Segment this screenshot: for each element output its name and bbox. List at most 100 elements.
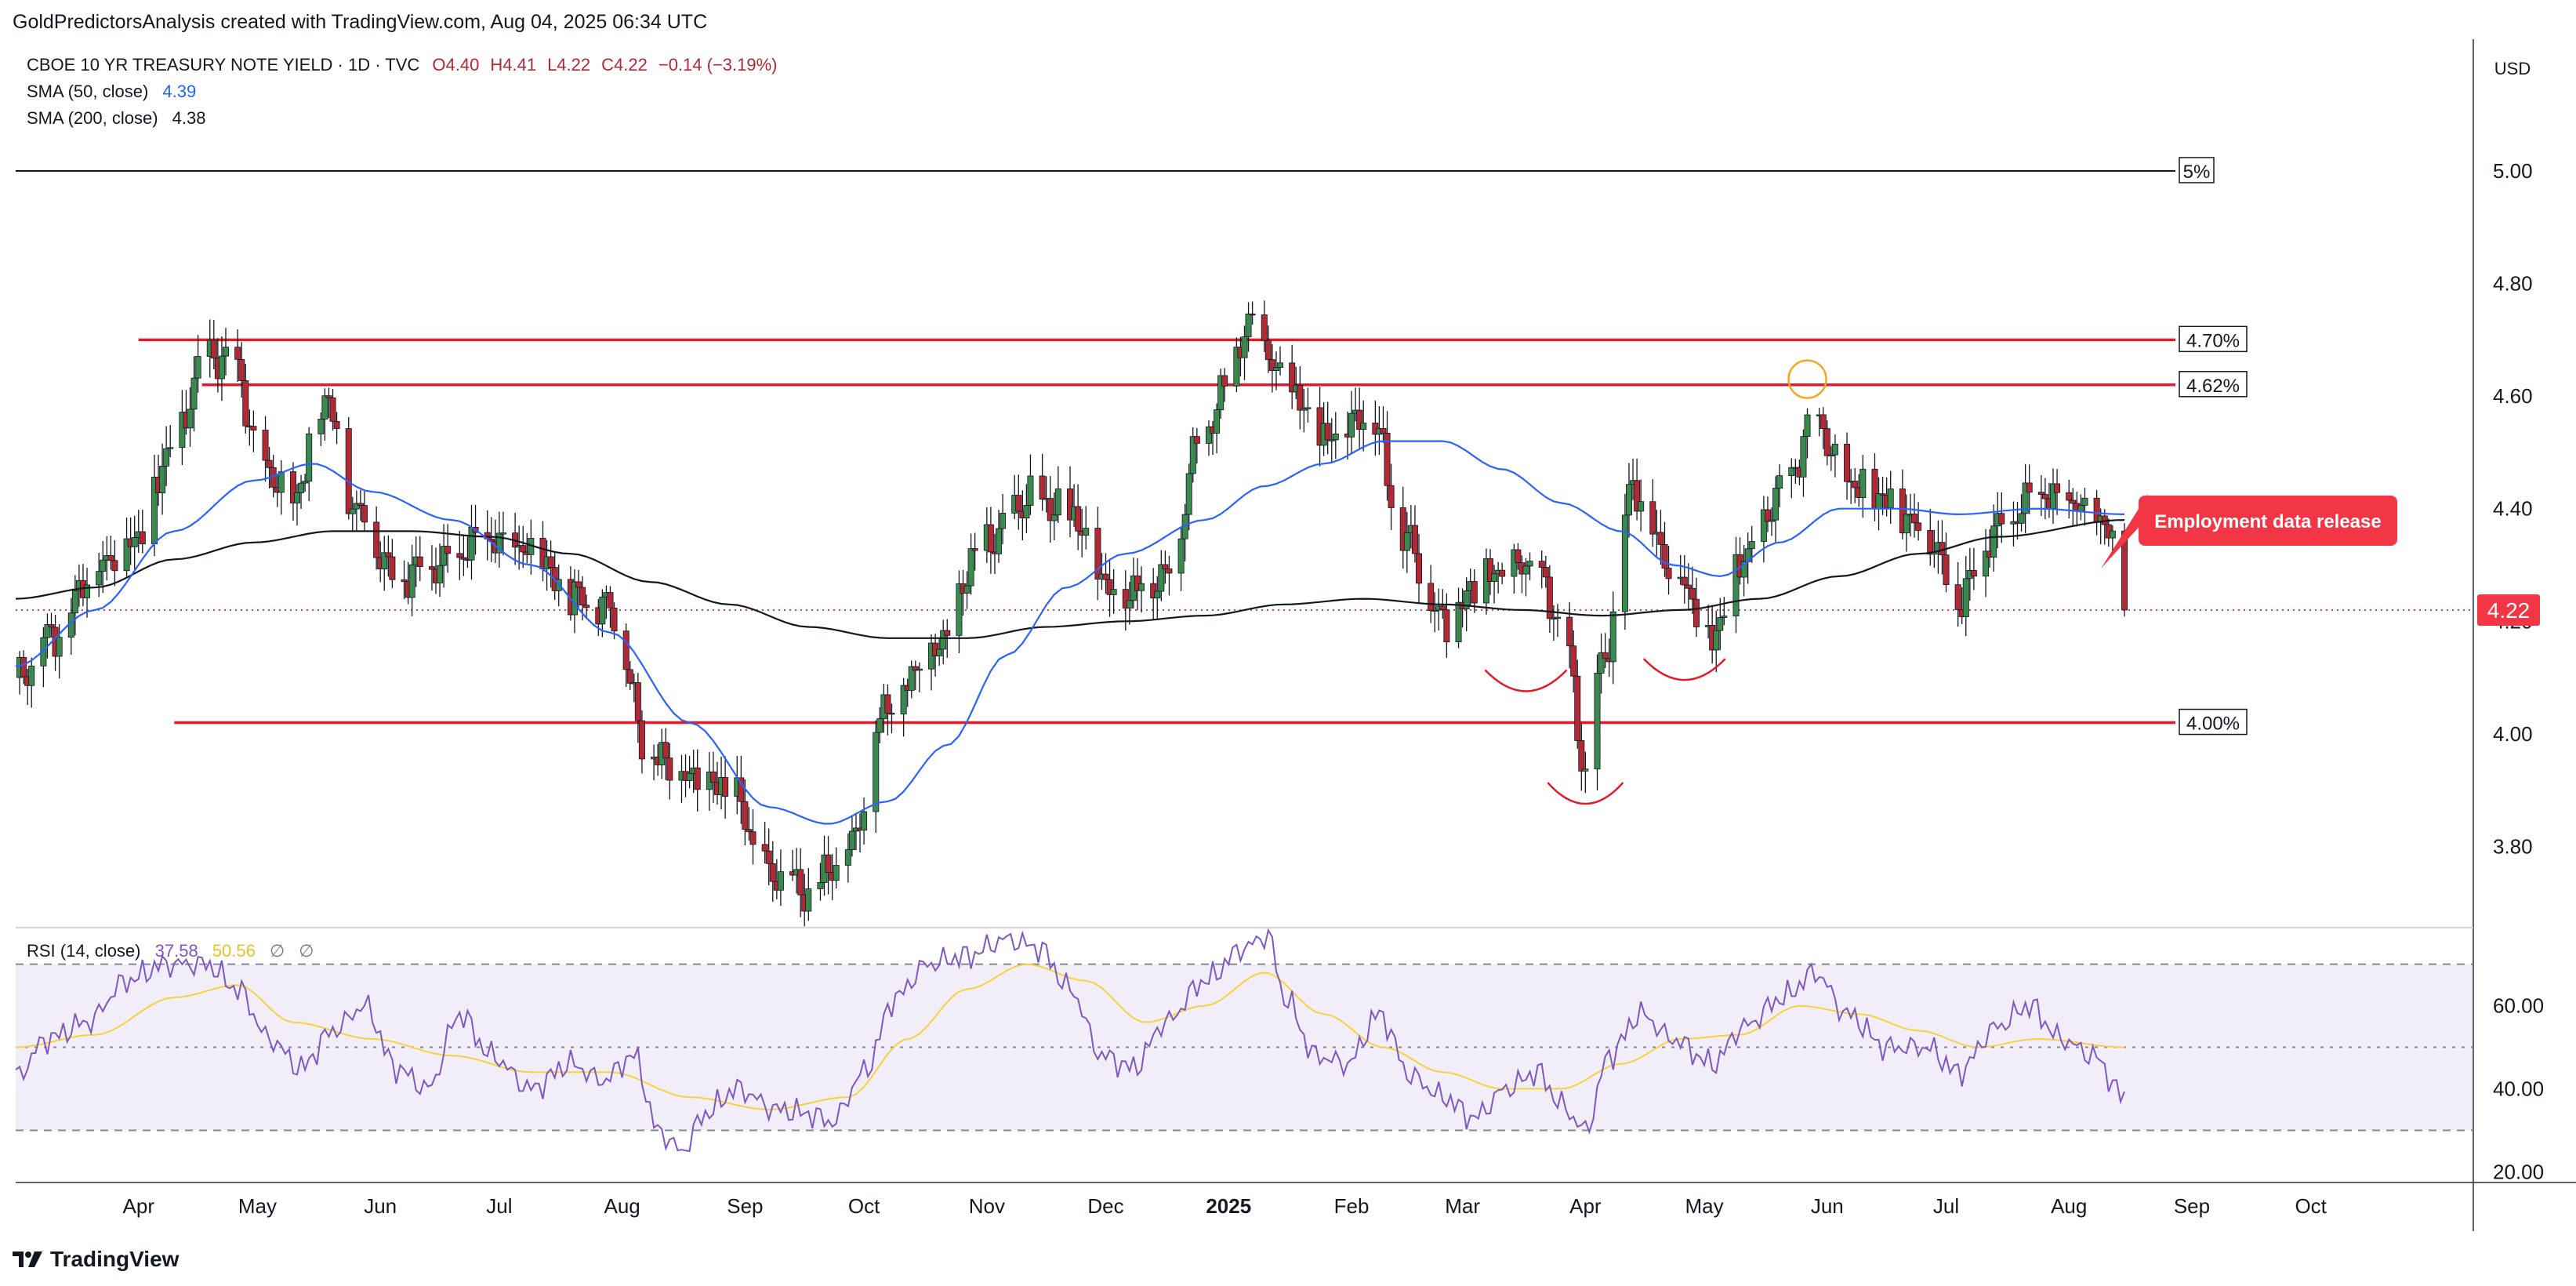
- candle-down: [2026, 482, 2033, 493]
- candle-up: [599, 596, 606, 625]
- time-tick-label: Jul: [486, 1194, 512, 1218]
- candle-down: [888, 713, 895, 715]
- candle-up: [805, 888, 812, 912]
- candle-down: [944, 630, 951, 636]
- candle-up: [1621, 514, 1628, 612]
- candle-down: [1047, 498, 1054, 521]
- candle-down: [1693, 598, 1700, 627]
- candle-down: [2121, 530, 2128, 611]
- candle-up: [179, 412, 186, 449]
- level-label-border: [2179, 371, 2248, 398]
- candle-down: [1487, 558, 1494, 582]
- candle-up: [1110, 589, 1117, 595]
- candle-down: [1411, 525, 1418, 554]
- candle-up: [1491, 573, 1498, 582]
- candle-down: [2066, 492, 2073, 501]
- candle-up: [1804, 414, 1811, 438]
- candle-up: [1463, 590, 1470, 609]
- candle-down: [1515, 549, 1522, 563]
- time-tick-label: Feb: [1334, 1194, 1370, 1218]
- candle-up: [495, 532, 503, 554]
- open-value: O4.40: [432, 55, 480, 74]
- pattern-arc: [1547, 782, 1624, 805]
- rsi-extra-2: ∅: [299, 941, 314, 961]
- sma50-legend[interactable]: SMA (50, close) 4.39: [27, 82, 196, 102]
- candle-up: [317, 419, 325, 434]
- candle-down: [1602, 652, 1609, 659]
- candle-down: [1915, 522, 1922, 531]
- candle-down: [266, 460, 273, 468]
- candle-up: [1740, 561, 1747, 578]
- candle-down: [1428, 583, 1435, 611]
- time-tick-label: Oct: [848, 1194, 880, 1218]
- candle-down: [2054, 483, 2061, 493]
- rsi-legend[interactable]: RSI (14, close) 37.58 50.56 ∅ ∅: [27, 941, 314, 961]
- candle-up: [1522, 565, 1529, 575]
- sma200-value: 4.38: [172, 108, 206, 128]
- candle-up: [1875, 493, 1882, 510]
- candle-down: [1574, 675, 1581, 741]
- candle-up: [96, 571, 103, 586]
- candle-down: [1150, 583, 1157, 599]
- candle-up: [936, 648, 943, 656]
- symbol-legend[interactable]: CBOE 10 YR TREASURY NOTE YIELD · 1D · TV…: [27, 55, 789, 75]
- candle-down: [456, 553, 463, 558]
- candle-up: [1138, 583, 1145, 591]
- candle-down: [738, 777, 745, 802]
- candle-up: [876, 718, 883, 733]
- candle-down: [1261, 314, 1268, 341]
- tradingview-logo-icon: [13, 1251, 42, 1267]
- candle-up: [908, 666, 915, 691]
- candle-down: [325, 395, 332, 398]
- candle-down: [385, 552, 392, 558]
- candle-down: [242, 380, 249, 427]
- change-value: −0.14 (−3.19%): [658, 55, 778, 74]
- candle-up: [1713, 630, 1720, 651]
- candle-down: [1657, 532, 1664, 545]
- candle-down: [1570, 645, 1577, 677]
- candle-down: [611, 607, 618, 632]
- candle-down: [238, 358, 245, 381]
- candle-up: [302, 481, 309, 484]
- time-tick-label: Sep: [727, 1194, 763, 1218]
- candle-down: [1356, 409, 1363, 430]
- high-value: H4.41: [490, 55, 537, 74]
- candle-up: [1511, 549, 1518, 577]
- time-tick-label: Mar: [1445, 1194, 1480, 1218]
- level-label: 4.62%: [2186, 376, 2240, 397]
- candle-up: [1431, 609, 1439, 612]
- rsi-label: RSI (14, close): [27, 941, 141, 961]
- rsi-ma-value: 50.56: [212, 941, 256, 961]
- candle-up: [1328, 439, 1335, 441]
- candle-down: [2041, 494, 2048, 500]
- candle-down: [361, 505, 368, 523]
- candle-up: [1083, 528, 1090, 536]
- level-label-border: [2179, 157, 2215, 183]
- time-tick-label: Apr: [1569, 1194, 1602, 1218]
- candle-up: [1638, 501, 1645, 512]
- candle-down: [1844, 443, 1851, 482]
- candle-up: [1788, 467, 1795, 476]
- sma200-legend[interactable]: SMA (200, close) 4.38: [27, 108, 205, 129]
- rsi-tick-label: 40.00: [2493, 1077, 2544, 1101]
- candle-down: [1542, 567, 1549, 578]
- candle-down: [626, 669, 633, 684]
- candle-up: [1776, 475, 1783, 489]
- time-tick-label: Nov: [969, 1194, 1005, 1218]
- candle-down: [761, 844, 768, 852]
- candle-down: [1388, 485, 1395, 508]
- candle-up: [1205, 426, 1212, 444]
- time-tick-label: Oct: [2295, 1194, 2327, 1218]
- candle-down: [1399, 507, 1406, 551]
- candle-down: [111, 560, 118, 572]
- candle-down: [333, 420, 340, 429]
- callout-box: [2139, 496, 2397, 546]
- time-tick-label: Jun: [1811, 1194, 1844, 1218]
- candle-up: [298, 482, 305, 493]
- candle-down: [634, 682, 641, 721]
- sma50-line: [15, 440, 2125, 825]
- time-tick-label: Jul: [1933, 1194, 1959, 1218]
- candle-up: [1760, 509, 1767, 542]
- candle-down: [987, 524, 994, 553]
